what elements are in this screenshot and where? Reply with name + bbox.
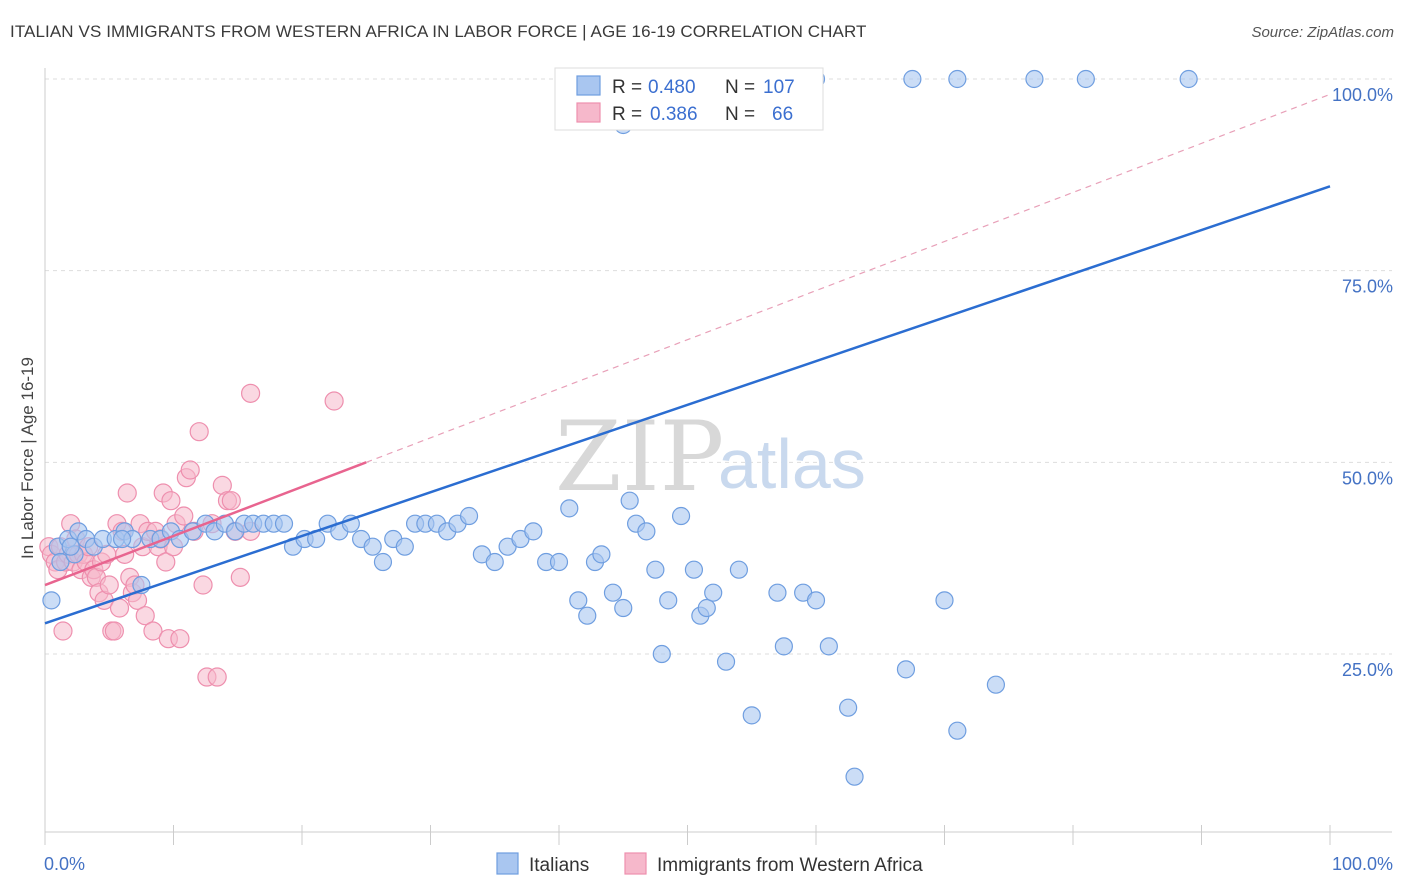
italians-point (742, 706, 761, 725)
italians-point (697, 598, 716, 618)
italians-point (684, 560, 704, 579)
italians-point (819, 637, 838, 656)
bottom-legend-italians-swatch (496, 852, 519, 875)
western-africa-point (170, 629, 190, 649)
y-axis-label: In Labor Force | Age 16-19 (18, 357, 37, 559)
italians-point (646, 560, 665, 579)
western-africa-point (109, 598, 130, 618)
italians-point (42, 591, 61, 610)
italians-trend-line (44, 185, 1331, 625)
italians-point (716, 652, 736, 671)
italians-point (768, 583, 787, 602)
series-legend: Italians Immigrants from Western Africa (496, 852, 923, 876)
legend-n-value-western-africa: 66 (772, 104, 793, 125)
legend-r-label-western-africa: R = (612, 104, 642, 125)
legend-r-label-italians: R = (612, 77, 642, 98)
italians-point (274, 514, 294, 533)
western-africa-point (174, 506, 194, 526)
chart-title: ITALIAN VS IMMIGRANTS FROM WESTERN AFRIC… (10, 22, 867, 41)
italians-point (1076, 69, 1095, 89)
western-africa-point (189, 422, 209, 442)
bottom-legend-western-africa-label: Immigrants from Western Africa (657, 855, 923, 876)
italians-point (614, 598, 633, 618)
gridlines (45, 78, 1392, 655)
western-africa-trend-line (44, 461, 367, 587)
western-africa-point (156, 552, 176, 572)
western-africa-point (135, 606, 155, 626)
italians-point (652, 644, 671, 664)
italians-point (704, 583, 723, 602)
watermark-atlas: atlas (718, 425, 866, 503)
italians-point (61, 537, 80, 556)
y-tick-label-50: 50.0% (1342, 468, 1393, 488)
legend-n-label-western-africa: N = (725, 104, 755, 125)
italians-point (363, 537, 382, 556)
italians-point (569, 591, 588, 610)
western-africa-point (221, 491, 241, 511)
bottom-legend-western-africa-swatch (624, 852, 647, 875)
western-africa-point (241, 383, 261, 403)
italians-point (578, 606, 597, 625)
legend-western-africa-swatch (576, 102, 601, 123)
italians-point (845, 767, 864, 786)
source-credit: Source: ZipAtlas.com (1251, 24, 1394, 41)
legend-r-value-western-africa: 0.386 (650, 104, 698, 125)
italians-point (51, 552, 70, 572)
italians-point (948, 69, 967, 89)
italians-point (395, 537, 414, 556)
legend-n-value-italians: 107 (763, 77, 795, 98)
y-tick-label-100: 100.0% (1332, 85, 1393, 105)
western-africa-point (117, 483, 137, 503)
italians-point (373, 552, 393, 572)
italians-point (896, 660, 916, 679)
correlation-legend: R = 0.480 N = 107 R = 0.386 N = 66 (554, 67, 824, 131)
italians-point (1025, 69, 1044, 89)
y-tick-label-75: 75.0% (1342, 277, 1393, 297)
italians-point (560, 499, 579, 518)
italians-point (620, 491, 639, 510)
italians-point (549, 552, 569, 572)
italians-point (948, 721, 967, 740)
italians-point (903, 69, 922, 89)
italians-point (592, 545, 611, 564)
western-africa-point (230, 567, 250, 587)
x-tick-label-min: 0.0% (44, 854, 85, 874)
italians-point (935, 591, 954, 610)
western-africa-point (104, 621, 124, 641)
legend-n-label-italians: N = (725, 77, 755, 98)
italians-point (729, 560, 749, 579)
italians-point (524, 522, 543, 541)
watermark-zip: ZIP (555, 401, 724, 513)
italians-point (671, 506, 691, 526)
western-africa-point (193, 575, 213, 595)
y-tick-labels: 25.0% 50.0% 75.0% 100.0% (1332, 85, 1393, 680)
western-africa-point (53, 621, 73, 641)
italians-point (485, 552, 504, 572)
western-africa-point (324, 391, 344, 411)
italians-point (774, 637, 793, 656)
italians-point (839, 698, 858, 717)
italians-point (603, 583, 623, 602)
italians-point (341, 514, 360, 533)
bottom-legend-italians-label: Italians (529, 855, 589, 876)
legend-italians-swatch (576, 75, 601, 96)
italians-point (459, 506, 479, 526)
western-africa-point (207, 667, 227, 687)
western-africa-trend-extension (366, 93, 1331, 463)
western-africa-point (161, 491, 181, 511)
western-africa-point (99, 575, 119, 595)
legend-r-value-italians: 0.480 (648, 77, 696, 98)
western-africa-point (143, 621, 163, 641)
y-tick-label-25: 25.0% (1342, 660, 1393, 680)
italians-point (986, 675, 1006, 694)
italians-point (112, 529, 132, 549)
italians-point (659, 591, 678, 610)
italians-point (637, 522, 656, 541)
italians-point (806, 591, 826, 610)
x-axis-ticks (44, 825, 1331, 845)
western-africa-point (180, 460, 200, 480)
italians-point (1179, 69, 1198, 89)
x-tick-label-max: 100.0% (1332, 854, 1393, 874)
